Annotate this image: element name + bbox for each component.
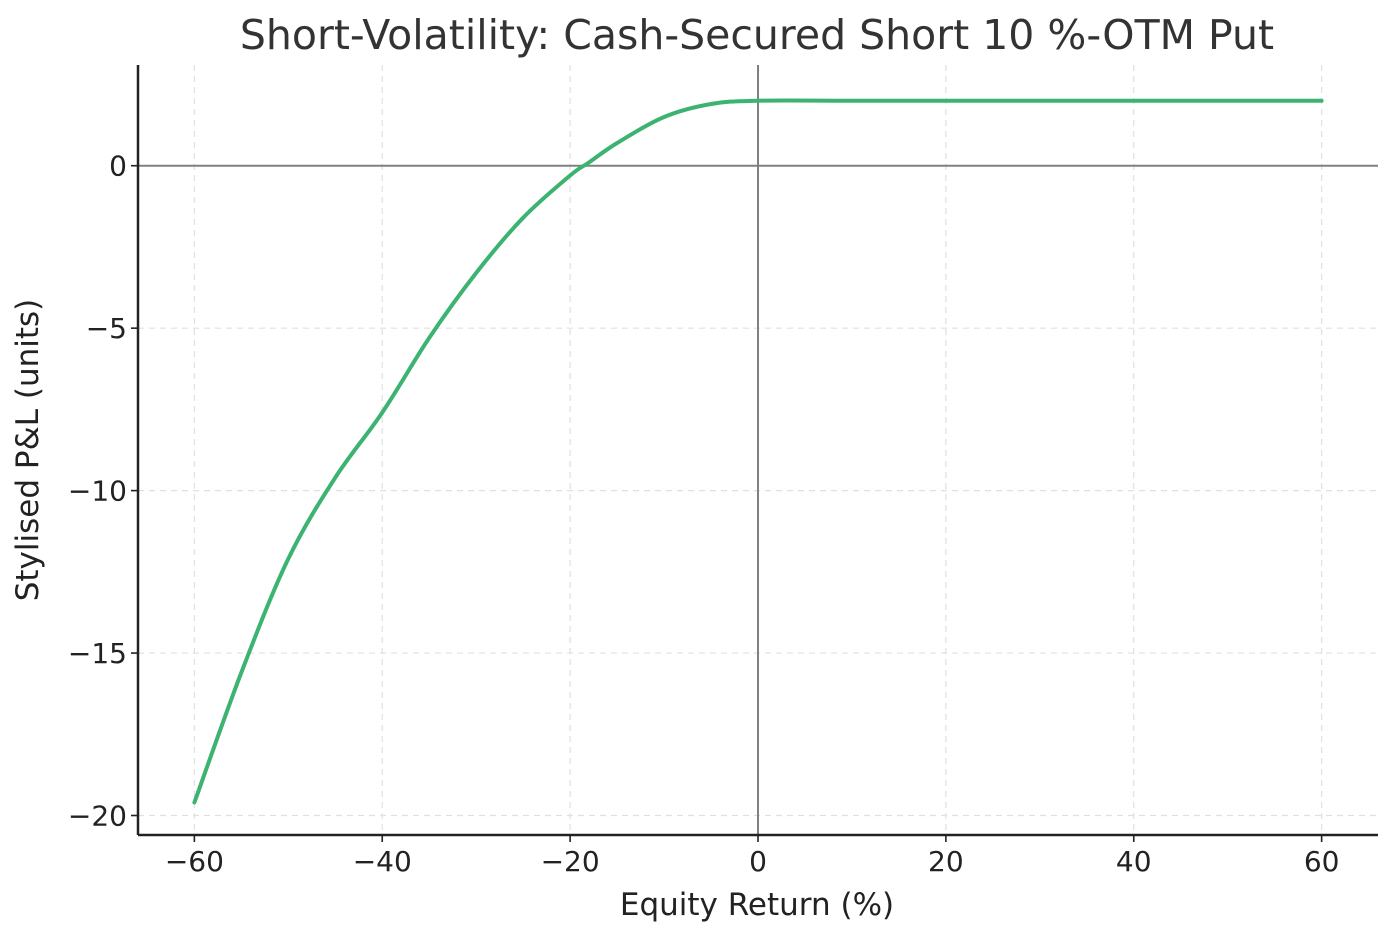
reference-lines (138, 65, 1378, 835)
x-axis-label: Equity Return (%) (620, 887, 894, 923)
series-line-0 (192, 98, 1324, 805)
y-axis-label: Stylised P&L (units) (10, 299, 46, 602)
x-tick-label: 60 (1304, 845, 1340, 878)
x-tick-label: −60 (165, 845, 224, 878)
x-tick-label: 20 (928, 845, 964, 878)
x-tick-label: 40 (1116, 845, 1152, 878)
x-tick-label: 0 (749, 845, 767, 878)
y-tick-label: −10 (68, 475, 127, 508)
chart-title: Short-Volatility: Cash-Secured Short 10 … (240, 11, 1274, 59)
y-tick-label: −5 (86, 312, 127, 345)
y-tick-label: 0 (109, 150, 127, 183)
y-tick-label: −20 (68, 800, 127, 833)
series-layer (192, 98, 1324, 805)
x-tick-label: −20 (541, 845, 600, 878)
y-tick-label: −15 (68, 637, 127, 670)
ticks: −60 −40 −20 0 20 40 60 −20 −15 −10 −5 0 (68, 150, 1340, 878)
x-tick-label: −40 (353, 845, 412, 878)
